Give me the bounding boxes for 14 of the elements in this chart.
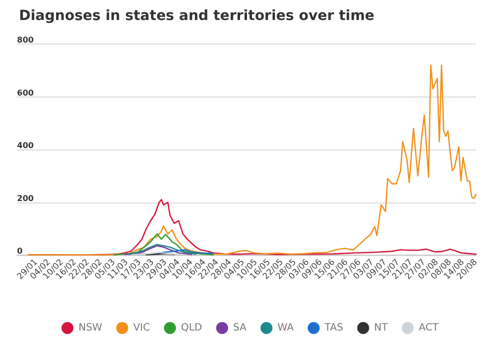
legend-label: TAS (324, 322, 344, 334)
legend-label: VIC (133, 322, 150, 334)
y-tick-label: 400 (17, 141, 34, 150)
legend-label: QLD (180, 322, 202, 334)
legend-label: NSW (78, 322, 102, 334)
y-tick-label: 0 (17, 246, 23, 256)
y-tick-label: 800 (17, 36, 34, 44)
legend-label: ACT (418, 322, 440, 334)
chart-title: Diagnoses in states and territories over time (19, 8, 374, 24)
legend-label: NT (374, 322, 389, 334)
legend-label: SA (233, 322, 247, 334)
y-tick-label: 200 (17, 194, 34, 203)
legend-label: WA (277, 322, 294, 334)
y-tick-label: 600 (17, 88, 34, 98)
